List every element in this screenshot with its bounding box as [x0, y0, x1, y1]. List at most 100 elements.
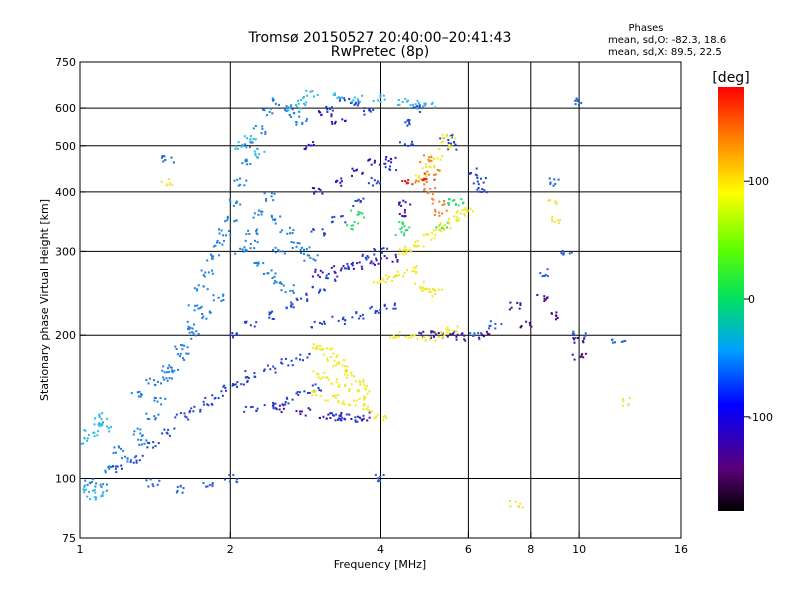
data-point: [132, 433, 135, 436]
data-point: [357, 415, 360, 418]
data-point: [268, 311, 271, 314]
data-point: [110, 466, 112, 469]
data-point: [217, 397, 220, 400]
data-point: [556, 219, 559, 222]
data-point: [305, 146, 308, 149]
data-point: [232, 204, 235, 207]
data-point: [185, 416, 188, 419]
data-point: [168, 370, 171, 373]
data-point: [358, 213, 361, 216]
data-point: [272, 318, 275, 320]
data-point: [394, 234, 397, 237]
data-point: [474, 173, 477, 176]
data-point: [394, 253, 397, 256]
data-point: [418, 104, 421, 107]
data-point: [187, 352, 190, 355]
data-point: [222, 299, 225, 301]
data-point: [555, 311, 558, 314]
data-point: [291, 232, 294, 234]
data-point: [174, 416, 177, 419]
data-point: [314, 190, 317, 193]
data-point: [438, 211, 441, 214]
data-point: [380, 257, 382, 260]
data-point: [115, 471, 118, 474]
data-point: [390, 161, 393, 164]
data-point: [361, 212, 364, 215]
data-point: [424, 339, 427, 342]
data-point: [262, 108, 265, 111]
data-point: [181, 348, 184, 351]
data-point: [407, 179, 410, 181]
data-point: [425, 173, 428, 176]
data-point: [436, 157, 439, 160]
data-point: [398, 248, 401, 251]
data-point: [311, 326, 313, 329]
data-point: [153, 379, 156, 382]
data-point: [398, 103, 401, 106]
data-point: [432, 198, 435, 201]
data-point: [102, 483, 105, 486]
data-point: [539, 272, 542, 275]
data-point: [345, 376, 348, 379]
data-point: [419, 287, 422, 290]
y-tick-label: 75: [62, 532, 76, 545]
data-point: [193, 287, 196, 290]
data-point: [221, 394, 224, 397]
data-point: [433, 178, 436, 181]
data-point: [362, 414, 365, 417]
data-point: [311, 90, 314, 93]
data-point: [432, 229, 435, 232]
data-point: [226, 217, 229, 220]
data-point: [255, 230, 258, 232]
data-point: [240, 145, 243, 148]
data-point: [186, 346, 189, 349]
data-point: [86, 437, 89, 440]
data-point: [437, 332, 440, 334]
data-point: [330, 113, 333, 116]
data-point: [253, 325, 256, 328]
data-point: [484, 177, 487, 180]
data-point: [171, 377, 173, 380]
data-point: [96, 434, 99, 437]
data-point: [242, 250, 245, 253]
data-point: [437, 288, 440, 291]
data-point: [303, 248, 305, 251]
data-point: [253, 150, 256, 153]
data-point: [376, 310, 379, 313]
data-point: [350, 371, 353, 374]
data-point: [139, 428, 142, 431]
data-point: [423, 102, 426, 105]
data-point: [416, 245, 419, 248]
data-point: [163, 371, 166, 374]
data-point: [126, 460, 129, 463]
data-point: [333, 414, 336, 417]
data-point: [466, 210, 469, 213]
data-point: [249, 324, 252, 327]
data-point: [555, 201, 558, 204]
data-point: [287, 402, 290, 405]
data-point: [509, 500, 511, 502]
data-point: [419, 285, 422, 288]
data-point: [162, 376, 165, 379]
data-point: [290, 359, 293, 362]
data-point: [263, 192, 266, 195]
data-point: [91, 478, 94, 481]
data-point: [301, 123, 304, 125]
data-point: [413, 244, 416, 247]
data-point: [447, 139, 450, 141]
data-point: [574, 336, 577, 339]
data-point: [456, 325, 459, 328]
data-point: [330, 355, 333, 358]
data-point: [258, 153, 261, 156]
data-point: [319, 188, 322, 191]
data-point: [456, 210, 459, 213]
data-point: [312, 258, 315, 261]
data-point: [372, 109, 375, 111]
data-point: [261, 125, 264, 128]
data-point: [226, 215, 229, 218]
data-point: [550, 312, 553, 315]
data-point: [249, 247, 252, 250]
data-point: [193, 309, 196, 312]
data-point: [331, 216, 334, 219]
data-point: [401, 101, 404, 103]
